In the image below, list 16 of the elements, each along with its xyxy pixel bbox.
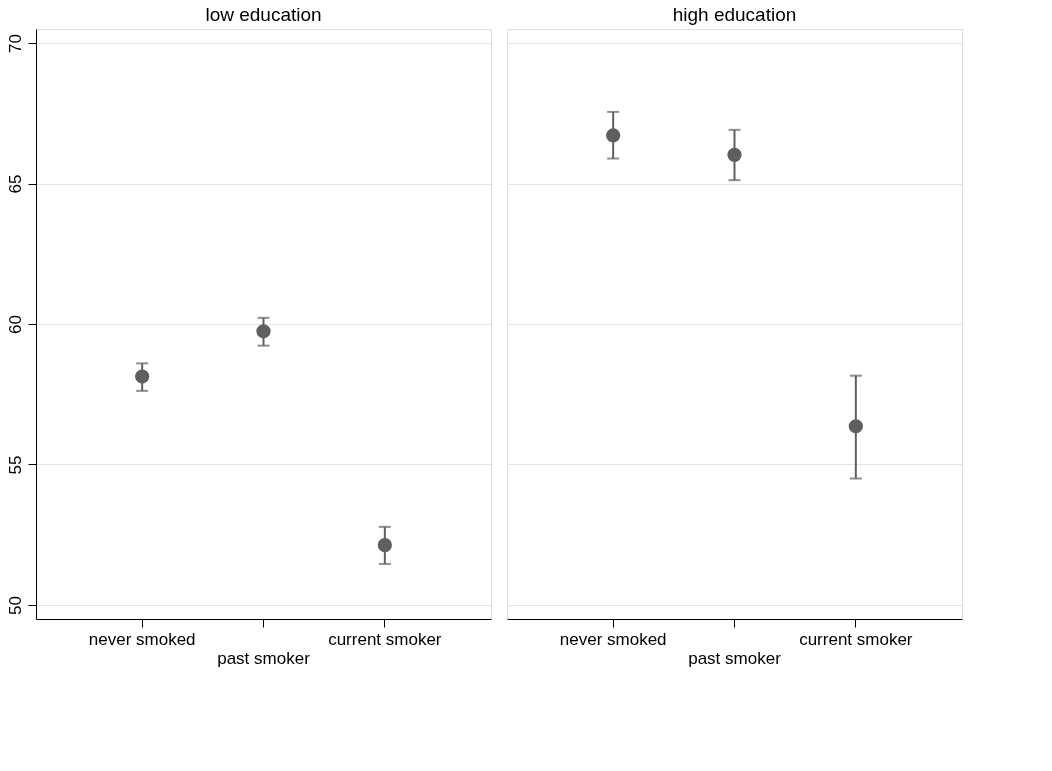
y-tick-label: 65 [5,174,25,194]
x-tick-label: current smoker [328,629,442,649]
point [377,538,392,553]
y-tick-label: 55 [5,455,25,475]
chart-title: low education [205,4,322,25]
x-tick-label: current smoker [799,629,913,649]
y-tick-label: 50 [5,595,25,615]
point [256,324,271,339]
x-tick-label: past smoker [217,648,311,668]
x-tick-label: never smoked [88,629,196,649]
chart-title: high education [672,4,797,25]
x-tick-label: past smoker [688,648,782,668]
y-tick-label: 70 [5,34,25,54]
point [135,369,150,384]
y-tick-label: 60 [5,315,25,334]
x-tick-label: never smoked [559,629,667,649]
